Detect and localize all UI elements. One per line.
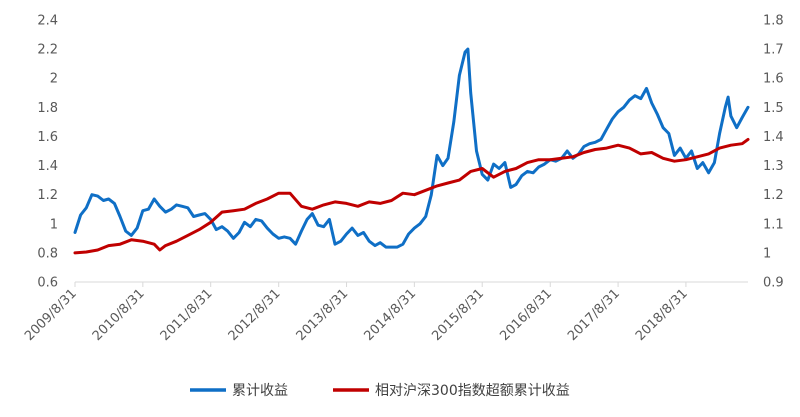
left-axis-ticks: 0.6 0.8 1 1.2 1.4 1.6 1.8 2 2.2 2.4 — [37, 14, 58, 291]
right-tick-label: 1 — [763, 246, 771, 261]
right-tick-label: 1.3 — [763, 159, 784, 174]
left-tick-label: 2.2 — [37, 43, 58, 58]
right-tick-label: 1.6 — [763, 72, 784, 87]
right-tick-label: 1.7 — [763, 43, 784, 58]
series-line-1 — [73, 47, 750, 249]
left-tick-label: 2.4 — [37, 14, 58, 29]
x-tick-label: 2013/8/31 — [294, 286, 352, 344]
left-tick-label: 1 — [50, 217, 58, 232]
right-axis-ticks: 0.9 1 1.1 1.2 1.3 1.4 1.5 1.6 1.7 1.8 — [763, 14, 784, 291]
x-tick-label: 2016/8/31 — [497, 286, 555, 344]
x-tick-label: 2011/8/31 — [158, 286, 216, 344]
series-line-2 — [73, 137, 750, 255]
x-tick-label: 2017/8/31 — [565, 286, 623, 344]
legend: 累计收益 相对沪深300指数超额累计收益 — [190, 383, 570, 399]
right-tick-label: 1.1 — [763, 217, 784, 232]
x-tick-label: 2012/8/31 — [226, 286, 284, 344]
left-tick-label: 0.8 — [37, 246, 58, 261]
x-tick-label: 2010/8/31 — [90, 286, 148, 344]
left-tick-label: 1.6 — [37, 130, 58, 145]
right-tick-label: 1.2 — [763, 188, 784, 203]
right-tick-label: 1.5 — [763, 101, 784, 116]
right-tick-label: 1.8 — [763, 14, 784, 29]
right-tick-label: 0.9 — [763, 276, 784, 291]
left-tick-label: 1.8 — [37, 101, 58, 116]
legend-label: 累计收益 — [232, 383, 288, 399]
series-layer — [73, 47, 750, 255]
left-tick-label: 1.4 — [37, 159, 58, 174]
x-axis-labels: 2009/8/31 2010/8/31 2011/8/31 2012/8/31 2013… — [22, 286, 691, 344]
x-tick-label: 2015/8/31 — [429, 286, 487, 344]
x-tick-label: 2009/8/31 — [22, 286, 80, 344]
x-axis-tickmarks — [74, 282, 687, 287]
legend-label: 相对沪深300指数超额累计收益 — [375, 383, 570, 399]
left-tick-label: 0.6 — [37, 276, 58, 291]
left-tick-label: 1.2 — [37, 188, 58, 203]
right-tick-label: 1.4 — [763, 130, 784, 145]
x-tick-label: 2014/8/31 — [361, 286, 419, 344]
left-tick-label: 2 — [50, 72, 58, 87]
x-tick-label: 2018/8/31 — [633, 286, 691, 344]
